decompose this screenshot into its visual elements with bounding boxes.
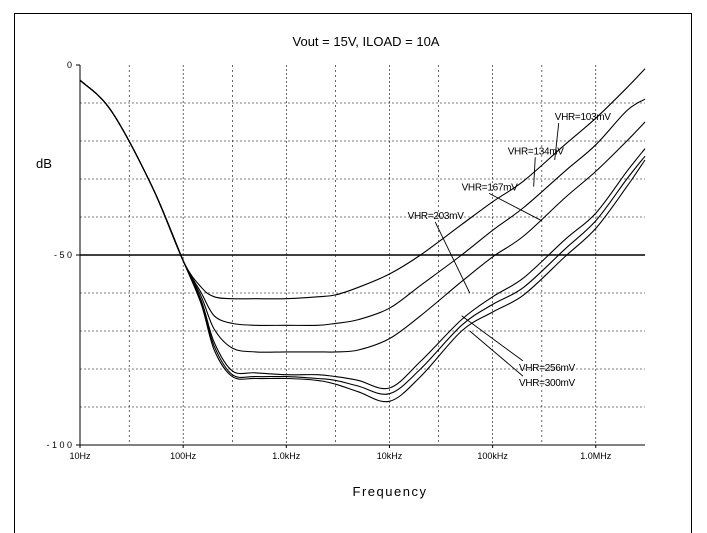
x-tick-label: 1.0MHz [580, 451, 612, 461]
annotation-label: VHR=203mV [408, 211, 465, 222]
annotation-leader [533, 157, 536, 187]
annotation-leader [488, 193, 543, 222]
x-tick-label: 10Hz [69, 451, 91, 461]
x-tick-label: 100kHz [477, 451, 508, 461]
y-tick-label: 0 [67, 60, 72, 70]
series-line-vhr-256mv [79, 79, 646, 395]
grid-layer [76, 64, 645, 448]
annotation-leader [461, 315, 524, 362]
x-tick-label: 10kHz [377, 451, 403, 461]
x-tick-label: 100Hz [170, 451, 197, 461]
annotation-leader [434, 221, 471, 294]
x-tick-label: 1.0kHz [272, 451, 301, 461]
y-tick-label: - 1 0 0 [46, 440, 72, 450]
curve-layer [79, 68, 646, 403]
annotation-leader [469, 330, 524, 377]
annotation-label: VHR=300mV [519, 378, 576, 389]
annotation-label: VHR=167mV [462, 182, 519, 193]
series-line-vhr-203mv [79, 79, 646, 390]
annotation-label: VHR=134mV [508, 146, 565, 157]
x-axis-label: Frequency [353, 484, 428, 499]
text-layer: Vout = 15V, ILOAD = 10A dB Frequency 10H… [36, 34, 612, 499]
chart-title: Vout = 15V, ILOAD = 10A [293, 34, 440, 49]
series-line-vhr-300mv [79, 79, 646, 403]
annotation-label: VHR=256mV [519, 363, 576, 374]
annotation-leader [554, 123, 560, 161]
y-tick-label: - 5 0 [54, 250, 72, 260]
chart-frame [14, 13, 692, 533]
annotation-label: VHR=103mV [555, 112, 612, 123]
annotation-layer: VHR=103mV VHR=134mV VHR=167mV VHR=203mV VHR=… [408, 112, 612, 389]
series-line-vhr-103mv [79, 68, 646, 300]
y-axis-label: dB [36, 156, 52, 171]
